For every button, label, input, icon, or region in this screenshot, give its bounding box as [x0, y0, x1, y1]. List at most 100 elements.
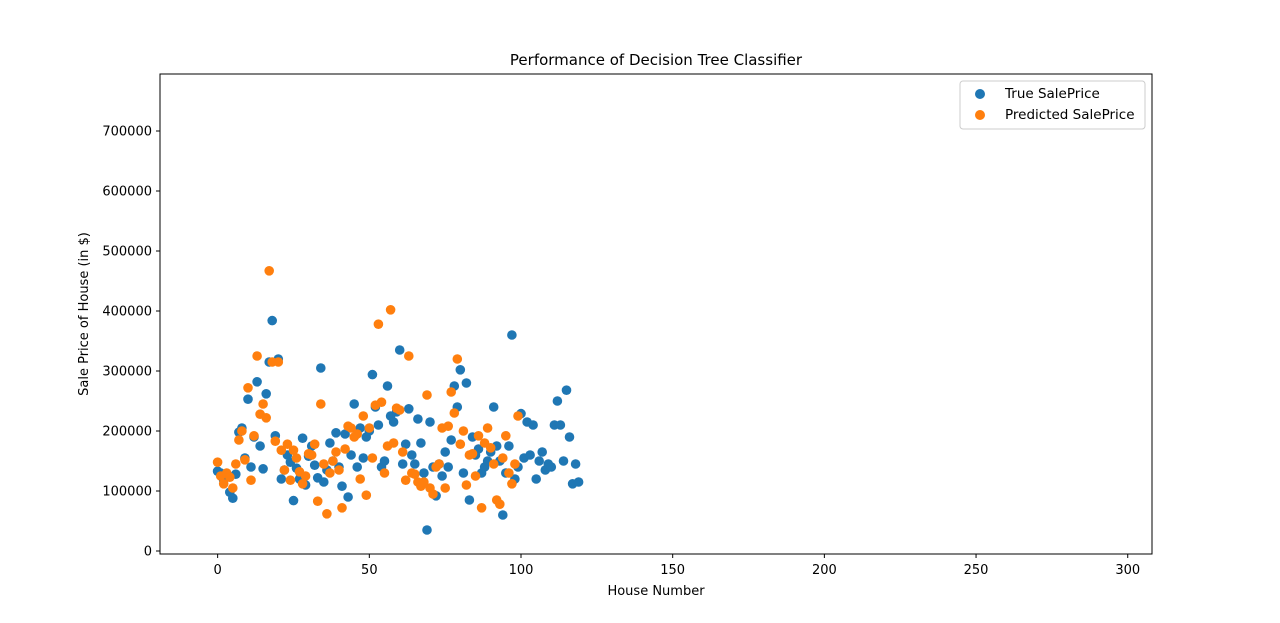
predicted-saleprice-point	[379, 468, 390, 478]
predicted-saleprice-point	[458, 426, 469, 436]
predicted-saleprice-point	[495, 499, 505, 510]
true-saleprice-point	[325, 438, 335, 448]
y-tick-label: 100000	[102, 485, 152, 500]
true-saleprice-point	[410, 459, 420, 469]
true-saleprice-point	[422, 525, 432, 535]
predicted-saleprice-point	[240, 455, 250, 465]
predicted-saleprice-point	[355, 474, 366, 484]
predicted-saleprice-point	[328, 456, 338, 466]
predicted-saleprice-point	[279, 465, 290, 475]
predicted-saleprice-point	[319, 459, 329, 469]
predicted-saleprice-point	[282, 439, 293, 450]
true-saleprice-point	[446, 435, 457, 445]
y-tick-label: 300000	[102, 365, 152, 380]
predicted-saleprice-point	[291, 453, 302, 463]
true-saleprice-point	[561, 385, 572, 396]
predicted-saleprice-point	[419, 477, 429, 487]
y-tick-label: 200000	[102, 425, 152, 440]
predicted-saleprice-point	[246, 475, 256, 486]
predicted-saleprice-point	[364, 423, 375, 433]
x-tick-label: 250	[964, 563, 989, 578]
true-saleprice-point	[419, 468, 429, 478]
predicted-saleprice-point	[270, 436, 281, 447]
true-saleprice-point	[461, 378, 472, 388]
true-saleprice-point	[228, 493, 238, 504]
true-saleprice-point	[367, 369, 378, 380]
predicted-saleprice-point	[376, 397, 387, 408]
predicted-saleprice-point	[452, 354, 463, 364]
y-axis: 0 100000 200000 300000 400000 500000 600000 700…	[102, 125, 160, 560]
true-saleprice-point	[349, 399, 360, 409]
true-saleprice-point	[267, 315, 278, 326]
predicted-saleprice-point	[316, 399, 326, 409]
predicted-saleprice-point	[237, 426, 247, 436]
true-saleprice-point	[394, 345, 405, 355]
predicted-saleprice-point	[440, 483, 451, 493]
true-saleprice-point	[352, 462, 363, 472]
predicted-saleprice-point	[443, 421, 454, 432]
predicted-saleprice-point	[385, 305, 396, 315]
y-tick-label: 0	[144, 545, 152, 560]
x-tick-label: 50	[361, 563, 378, 578]
legend-label-true: True SalePrice	[1004, 86, 1100, 102]
x-tick-label: 300	[1115, 563, 1140, 578]
true-saleprice-point	[437, 471, 447, 481]
true-saleprice-point	[319, 477, 329, 487]
true-saleprice-point	[379, 456, 390, 466]
predicted-saleprice-point	[498, 453, 508, 463]
true-saleprice-point	[558, 456, 569, 466]
predicted-saleprice-point	[422, 390, 432, 400]
predicted-saleprice-point	[476, 503, 487, 513]
predicted-saleprice-point	[513, 411, 523, 421]
true-saleprice-point	[397, 459, 408, 469]
true-saleprice-point	[243, 394, 253, 405]
legend-box	[959, 80, 1146, 130]
predicted-saleprice-point	[394, 405, 405, 415]
predicted-saleprice-point	[410, 469, 420, 480]
true-saleprice-point	[246, 462, 256, 472]
predicted-saleprice-point	[352, 429, 363, 439]
predicted-saleprice-point	[212, 457, 223, 468]
predicted-saleprice-point	[309, 439, 320, 450]
predicted-saleprice-point	[234, 435, 244, 445]
predicted-saleprice-point	[473, 431, 484, 441]
legend-label-predicted: Predicted SalePrice	[1005, 107, 1135, 123]
true-saleprice-point	[458, 468, 469, 478]
predicted-saleprice-point	[346, 423, 356, 433]
predicted-saleprice-point	[300, 471, 311, 481]
true-saleprice-point	[337, 481, 347, 492]
legend: True SalePrice Predicted SalePrice	[959, 80, 1146, 130]
true-saleprice-point	[261, 389, 272, 399]
predicted-saleprice-point	[367, 453, 378, 463]
true-saleprice-point	[425, 417, 435, 427]
predicted-saleprice-point	[273, 357, 284, 367]
true-saleprice-point	[534, 456, 544, 466]
predicted-saleprice-point	[507, 479, 517, 489]
true-saleprice-point	[252, 377, 262, 387]
predicted-saleprice-point	[504, 468, 514, 478]
predicted-saleprice-point	[337, 503, 347, 513]
true-saleprice-point	[528, 420, 538, 430]
true-saleprice-point	[331, 428, 341, 438]
predicted-saleprice-point	[264, 266, 275, 276]
predicted-saleprice-point	[252, 351, 262, 361]
predicted-saleprice-point	[388, 438, 399, 448]
x-axis-label: House Number	[607, 584, 705, 599]
true-saleprice-point	[340, 429, 350, 439]
true-saleprice-point	[440, 447, 451, 457]
legend-marker-predicted	[975, 110, 985, 120]
predicted-saleprice-point	[358, 411, 369, 421]
predicted-saleprice-point	[243, 383, 253, 393]
predicted-saleprice-point	[361, 490, 372, 501]
predicted-saleprice-point	[258, 399, 268, 409]
true-saleprice-point	[564, 432, 575, 442]
predicted-saleprice-point	[340, 444, 350, 454]
x-tick-label: 0	[213, 563, 221, 578]
true-saleprice-point	[531, 474, 541, 484]
predicted-saleprice-point	[400, 475, 411, 486]
predicted-saleprice-point	[373, 319, 384, 330]
chart-title: Performance of Decision Tree Classifier	[510, 51, 803, 69]
x-axis: 0 50 100 150 200 250 300	[213, 554, 1140, 578]
predicted-saleprice-point	[285, 475, 296, 486]
